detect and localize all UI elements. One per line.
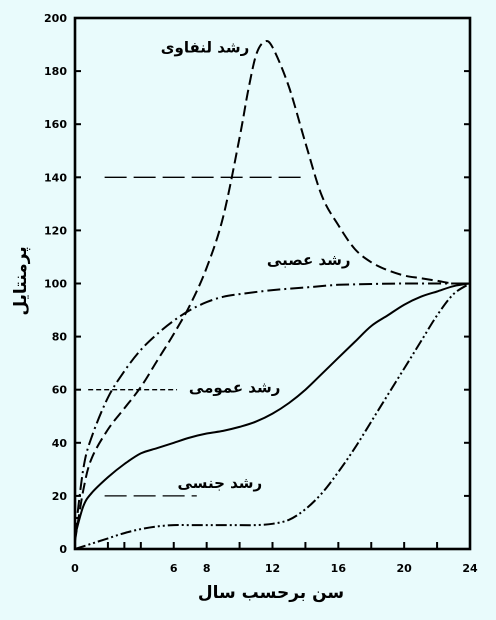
x-tick-label: 12 — [265, 562, 280, 575]
x-tick-label: 6 — [170, 562, 178, 575]
curves-layer — [74, 40, 471, 550]
x-axis-title: سن برحسب سال — [198, 583, 344, 603]
genital-growth-curve — [74, 282, 471, 550]
neural-growth-curve — [74, 282, 470, 536]
genital-growth-label: رشد جنسی — [178, 474, 263, 492]
curve-labels-layer: رشد لنفاوی رشد عصبی رشد عمومی رشد جنسی — [161, 39, 351, 492]
y-tick-label: 60 — [52, 384, 68, 397]
y-tick-label: 100 — [44, 278, 67, 291]
x-tick-label: 0 — [71, 562, 79, 575]
y-tick-label: 180 — [44, 65, 67, 78]
general-growth-curve — [74, 282, 471, 536]
y-tick-label: 0 — [59, 543, 67, 556]
y-axis-title: پرمنتایل — [11, 246, 31, 315]
neural-growth-label: رشد عصبی — [267, 251, 351, 269]
x-tick-label: 20 — [397, 562, 413, 575]
y-tick-label: 20 — [52, 490, 68, 503]
y-tick-label: 120 — [44, 224, 67, 237]
x-tick-label: 24 — [462, 562, 478, 575]
x-tick-label: 8 — [203, 562, 211, 575]
y-tick-label: 200 — [44, 12, 67, 25]
lymphoid-growth-curve — [74, 40, 471, 542]
general-growth-label: رشد عمومی — [189, 378, 280, 396]
y-tick-label: 80 — [52, 331, 68, 344]
reference-lines-layer — [88, 176, 308, 497]
y-tick-label: 40 — [52, 437, 68, 450]
y-tick-label: 140 — [44, 171, 67, 184]
lymphoid-growth-label: رشد لنفاوی — [161, 39, 250, 57]
x-tick-label: 16 — [331, 562, 347, 575]
y-tick-label: 160 — [44, 118, 67, 131]
ticks-layer: 0 20 40 60 80 100 120 140 160 180 200 0 6 8 12 16 20 24 — [44, 12, 478, 575]
